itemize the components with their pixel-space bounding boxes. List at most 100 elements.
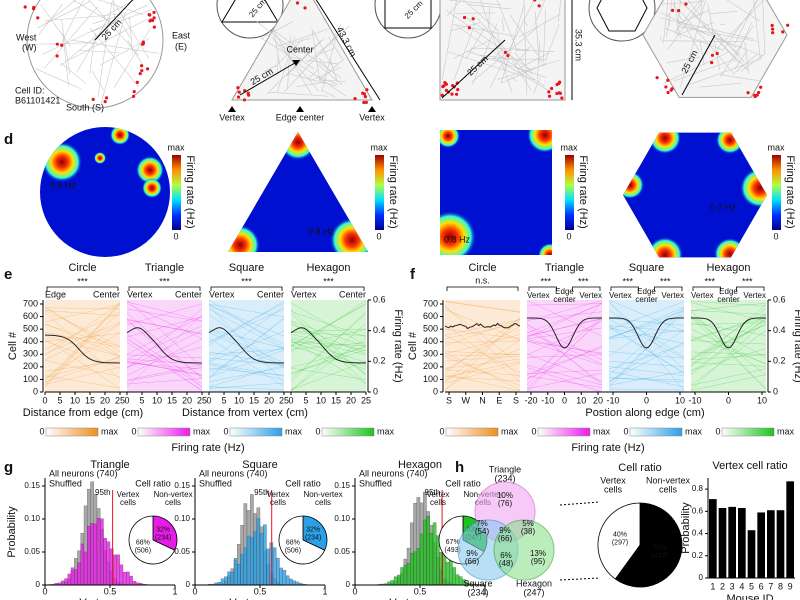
venn-circle <box>493 519 555 581</box>
raster-row <box>290 313 367 384</box>
raster-row <box>608 300 685 391</box>
raster-row <box>444 352 521 391</box>
raster-row <box>608 344 685 370</box>
label: Center <box>93 289 120 299</box>
raster-row <box>690 330 767 386</box>
label: Cell ratio <box>285 478 321 488</box>
label: B61101421 <box>15 95 60 105</box>
raster-row <box>608 388 685 391</box>
label: 0 <box>206 395 211 405</box>
bracket <box>210 286 283 291</box>
raster-row <box>444 354 521 357</box>
raster-row <box>126 330 203 369</box>
hist-bar <box>129 575 133 586</box>
raster-row <box>208 364 285 388</box>
raster-row <box>690 314 767 342</box>
label: 0.4 <box>773 325 786 335</box>
raster-row <box>208 337 285 387</box>
hist-bar <box>126 571 130 586</box>
pie-slice <box>278 515 326 565</box>
colorbar <box>721 427 775 437</box>
raster-row <box>690 354 767 361</box>
raster-row <box>444 362 521 384</box>
spike <box>676 8 681 13</box>
raster-row <box>526 375 603 388</box>
label: 68% <box>286 539 300 546</box>
raster-row <box>526 341 603 354</box>
spike <box>550 86 554 91</box>
raster-row <box>208 367 285 376</box>
spike <box>236 95 241 99</box>
label: 0 <box>373 386 378 396</box>
hist-bar <box>122 572 127 586</box>
label: cells <box>315 498 331 507</box>
marker <box>368 106 376 112</box>
hist-bar <box>61 580 65 586</box>
label: Postion along edge (cm) <box>585 407 704 419</box>
label: 1 <box>322 586 327 596</box>
label: Distance from vertex (cm) <box>182 407 308 419</box>
raster-row <box>608 325 685 332</box>
raster-row <box>444 320 521 383</box>
label: 67% <box>446 539 460 546</box>
raster-row <box>44 375 121 389</box>
label: 20 <box>346 395 356 405</box>
spike <box>456 88 460 92</box>
raster-row <box>208 302 285 343</box>
profile <box>44 334 121 364</box>
raster-row <box>290 311 367 382</box>
label: (48) <box>499 559 514 568</box>
raster-row <box>126 361 203 375</box>
raster-row <box>526 302 603 386</box>
raster-row <box>208 299 285 349</box>
label: 0 <box>566 231 571 241</box>
raster-row <box>44 304 121 323</box>
hist-bar <box>393 576 398 586</box>
spike <box>152 10 156 15</box>
spike <box>32 7 36 11</box>
label: 0 <box>433 386 438 396</box>
label: 100 <box>23 374 38 384</box>
bracket <box>528 286 557 291</box>
label: 7 <box>768 581 773 591</box>
label: 0.4 <box>373 325 386 335</box>
label: 0 <box>376 231 381 241</box>
label: Edge <box>719 287 738 296</box>
spike <box>533 0 537 2</box>
raster-row <box>290 345 367 370</box>
label: W <box>462 395 471 405</box>
raster-row <box>526 300 603 322</box>
raster-row <box>526 317 603 392</box>
hist-bar <box>419 533 424 586</box>
raster-row <box>208 305 285 362</box>
label: Vertex <box>209 289 235 299</box>
raster-row <box>44 302 121 356</box>
raster-row <box>608 306 685 340</box>
raster-row <box>608 329 685 383</box>
spike <box>91 97 95 101</box>
raster-row <box>44 306 121 357</box>
hot-spot <box>280 132 316 160</box>
bar <box>709 499 717 578</box>
bar <box>747 530 756 578</box>
spike <box>670 8 675 12</box>
label: 0 <box>773 386 778 396</box>
hist-bar <box>416 548 421 586</box>
label: 0 <box>131 426 136 436</box>
raster-row <box>290 328 367 333</box>
hist-bar <box>227 571 231 586</box>
label: Square <box>242 459 277 471</box>
raster-row <box>690 374 767 391</box>
label: max <box>593 426 611 436</box>
raster-row <box>208 308 285 350</box>
raster-row <box>290 342 367 350</box>
raster-row <box>290 329 367 347</box>
raster-row <box>126 337 203 391</box>
label: Vertex <box>661 291 684 300</box>
raster-row <box>690 324 767 358</box>
raster-row <box>444 351 521 355</box>
bracket <box>610 286 639 291</box>
colorbar <box>565 155 574 230</box>
label: 1 <box>172 586 177 596</box>
label: (297) <box>612 539 628 546</box>
